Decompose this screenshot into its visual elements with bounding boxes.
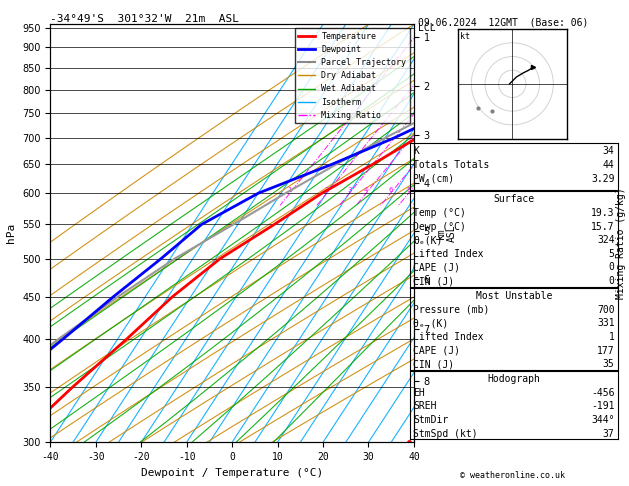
Text: Totals Totals: Totals Totals bbox=[413, 160, 489, 170]
Text: kt: kt bbox=[460, 32, 470, 41]
Text: 35: 35 bbox=[603, 359, 615, 369]
Text: © weatheronline.co.uk: © weatheronline.co.uk bbox=[460, 471, 565, 480]
Text: Lifted Index: Lifted Index bbox=[413, 249, 484, 259]
Text: CIN (J): CIN (J) bbox=[413, 276, 454, 286]
Text: 331: 331 bbox=[597, 318, 615, 329]
Text: -34°49'S  301°32'W  21m  ASL: -34°49'S 301°32'W 21m ASL bbox=[50, 14, 239, 23]
Text: 2: 2 bbox=[325, 187, 329, 193]
Text: 4: 4 bbox=[364, 187, 369, 193]
Text: 44: 44 bbox=[603, 160, 615, 170]
Text: 37: 37 bbox=[603, 429, 615, 439]
Text: 1: 1 bbox=[609, 332, 615, 342]
Legend: Temperature, Dewpoint, Parcel Trajectory, Dry Adiabat, Wet Adiabat, Isotherm, Mi: Temperature, Dewpoint, Parcel Trajectory… bbox=[295, 29, 409, 123]
Text: 34: 34 bbox=[603, 146, 615, 156]
Text: CAPE (J): CAPE (J) bbox=[413, 346, 460, 356]
Text: 0: 0 bbox=[609, 276, 615, 286]
Text: EH: EH bbox=[413, 388, 425, 398]
Text: Most Unstable: Most Unstable bbox=[476, 291, 552, 301]
Text: 344°: 344° bbox=[591, 415, 615, 425]
Text: 3: 3 bbox=[347, 187, 352, 193]
Text: 5: 5 bbox=[609, 249, 615, 259]
Text: 3.29: 3.29 bbox=[591, 174, 615, 184]
Text: θₑ(K): θₑ(K) bbox=[413, 235, 443, 245]
Text: 700: 700 bbox=[597, 305, 615, 315]
Text: Surface: Surface bbox=[493, 194, 535, 205]
Text: StmDir: StmDir bbox=[413, 415, 448, 425]
Text: Pressure (mb): Pressure (mb) bbox=[413, 305, 489, 315]
Text: CAPE (J): CAPE (J) bbox=[413, 262, 460, 273]
Text: Mixing Ratio (g/kg): Mixing Ratio (g/kg) bbox=[616, 187, 626, 299]
Text: Dewp (°C): Dewp (°C) bbox=[413, 222, 466, 232]
Text: θₑ (K): θₑ (K) bbox=[413, 318, 448, 329]
Text: -456: -456 bbox=[591, 388, 615, 398]
Text: 15.7: 15.7 bbox=[591, 222, 615, 232]
Text: SREH: SREH bbox=[413, 401, 437, 412]
Text: StmSpd (kt): StmSpd (kt) bbox=[413, 429, 478, 439]
Text: 1: 1 bbox=[287, 187, 292, 193]
Text: 8: 8 bbox=[406, 187, 411, 193]
Text: 6: 6 bbox=[388, 187, 393, 193]
Text: Hodograph: Hodograph bbox=[487, 374, 540, 384]
Text: K: K bbox=[413, 146, 419, 156]
Text: LCL: LCL bbox=[418, 23, 436, 33]
Y-axis label: km
ASL: km ASL bbox=[435, 225, 457, 242]
Text: 324: 324 bbox=[597, 235, 615, 245]
Text: 09.06.2024  12GMT  (Base: 06): 09.06.2024 12GMT (Base: 06) bbox=[418, 17, 588, 27]
Text: 19.3: 19.3 bbox=[591, 208, 615, 218]
Text: Temp (°C): Temp (°C) bbox=[413, 208, 466, 218]
Text: 177: 177 bbox=[597, 346, 615, 356]
Text: -191: -191 bbox=[591, 401, 615, 412]
X-axis label: Dewpoint / Temperature (°C): Dewpoint / Temperature (°C) bbox=[141, 468, 323, 478]
Text: PW (cm): PW (cm) bbox=[413, 174, 454, 184]
Text: Lifted Index: Lifted Index bbox=[413, 332, 484, 342]
Text: CIN (J): CIN (J) bbox=[413, 359, 454, 369]
Text: 0: 0 bbox=[609, 262, 615, 273]
Y-axis label: hPa: hPa bbox=[6, 223, 16, 243]
